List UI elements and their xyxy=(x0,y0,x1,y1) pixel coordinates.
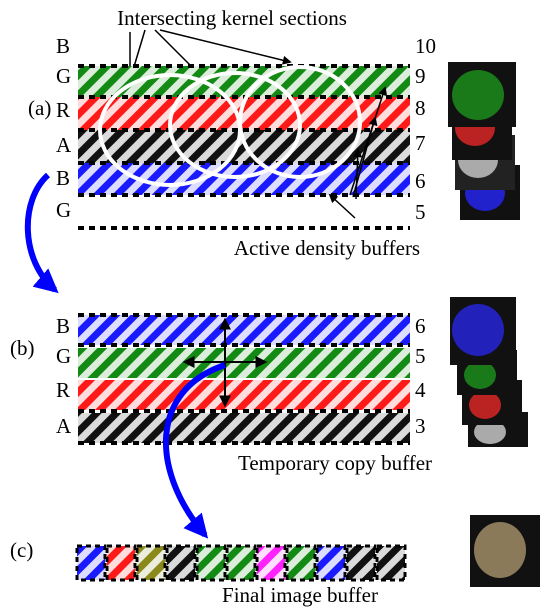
buffer-rows xyxy=(78,66,410,228)
caption: Active density buffers xyxy=(234,236,420,260)
row-label: B xyxy=(56,314,70,338)
row-number: 6 xyxy=(415,169,426,193)
caption: Final image buffer xyxy=(222,583,378,607)
row-number: 6 xyxy=(415,314,426,338)
row-number: 9 xyxy=(415,64,426,88)
panel-label: (a) xyxy=(28,96,51,120)
arrow xyxy=(28,175,55,290)
row-number: 5 xyxy=(415,344,426,368)
panel-label: (b) xyxy=(10,336,35,360)
rendered-head xyxy=(470,515,540,587)
row-label: G xyxy=(56,64,71,88)
panel-label: (c) xyxy=(10,538,33,562)
cell-hatch xyxy=(257,546,285,580)
cell-hatch xyxy=(287,546,315,580)
row-label: B xyxy=(56,166,70,190)
cell-hatch xyxy=(377,546,405,580)
kernel-title: Intersecting kernel sections xyxy=(117,6,347,30)
row-label: G xyxy=(56,198,71,222)
row-label: A xyxy=(56,414,72,438)
row-number: 4 xyxy=(415,378,426,402)
caption: Temporary copy buffer xyxy=(238,451,432,475)
final-buffer xyxy=(77,546,405,580)
row-label: B xyxy=(56,34,70,58)
row-label: A xyxy=(56,133,72,157)
cell-hatch xyxy=(137,546,165,580)
cell-hatch xyxy=(197,546,225,580)
cell-hatch xyxy=(347,546,375,580)
cell-hatch xyxy=(77,546,105,580)
row-label: G xyxy=(56,344,71,368)
cell-hatch xyxy=(317,546,345,580)
row-label: R xyxy=(56,98,70,122)
cell-hatch xyxy=(107,546,135,580)
row-number: 7 xyxy=(415,131,426,155)
cell-hatch xyxy=(227,546,255,580)
head-stack xyxy=(450,297,528,447)
row-number: 10 xyxy=(415,34,436,58)
diagram: Intersecting kernel sections (a) BGRABG1… xyxy=(0,0,544,612)
buffer-rows xyxy=(78,315,410,443)
head-stack xyxy=(448,62,520,220)
row-number: 3 xyxy=(415,414,426,438)
row-number: 8 xyxy=(415,96,426,120)
cell-hatch xyxy=(167,546,195,580)
row-number: 5 xyxy=(415,200,426,224)
row-label: R xyxy=(56,378,70,402)
